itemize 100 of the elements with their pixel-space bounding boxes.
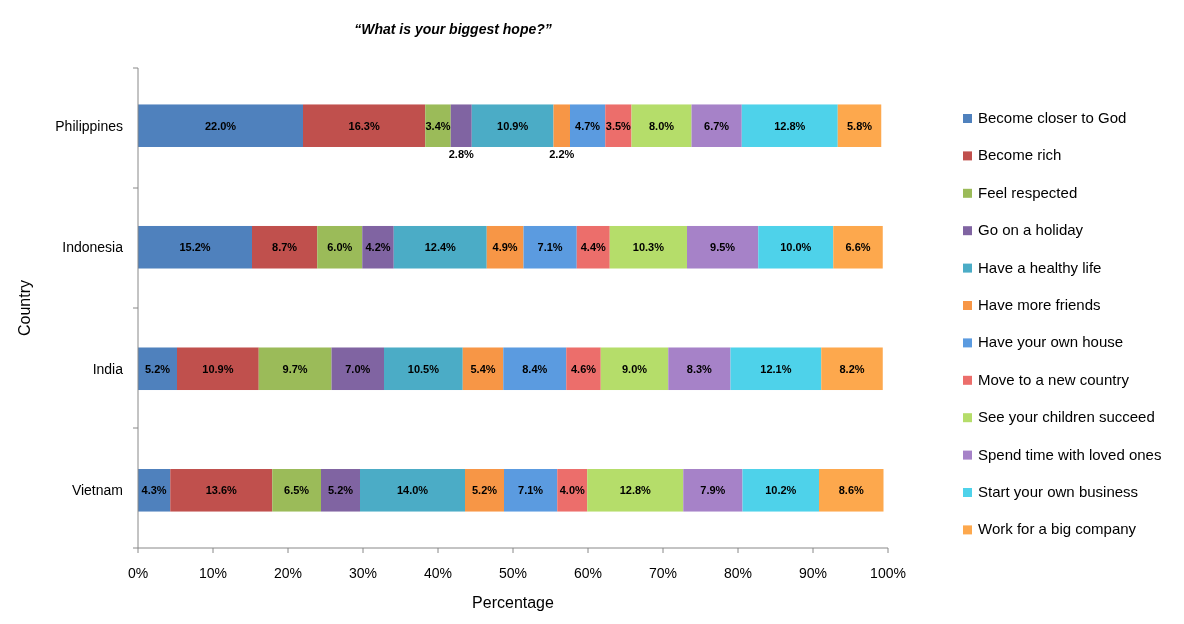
y-axis-title: Country — [16, 279, 33, 337]
x-axis-title: Percentage — [472, 594, 555, 611]
x-tick-label: 90% — [798, 565, 828, 581]
data-label: 10.9% — [497, 119, 529, 132]
data-label: 12.8% — [619, 484, 652, 497]
bar — [523, 225, 577, 269]
bar — [683, 469, 743, 512]
x-tick-label: 0% — [127, 565, 149, 581]
data-label: 7.1% — [537, 241, 563, 254]
data-label: 2.2% — [549, 147, 575, 160]
y-tick-label: Vietnam — [71, 482, 123, 499]
bar — [450, 104, 472, 147]
bar — [557, 469, 588, 512]
data-label: 12.8% — [774, 119, 806, 132]
data-label: 7.9% — [700, 484, 726, 497]
data-label: 8.4% — [522, 362, 548, 375]
data-label: 22.0% — [204, 119, 237, 132]
legend-label: See your children succeed — [978, 408, 1155, 426]
data-label: 6.0% — [327, 241, 353, 254]
bar — [331, 347, 384, 391]
bar — [138, 347, 177, 391]
bar — [503, 347, 567, 391]
data-label: 8.6% — [838, 484, 864, 497]
data-label: 4.4% — [580, 241, 606, 254]
x-tick-label: 50% — [498, 565, 528, 581]
data-label: 9.0% — [621, 362, 648, 375]
data-label: 6.6% — [845, 241, 871, 254]
bar — [465, 469, 504, 512]
x-tick-label: 60% — [573, 565, 603, 581]
bar — [252, 225, 318, 269]
y-tick-label: Philippines — [55, 117, 123, 134]
legend-label: Work for a big company — [978, 520, 1137, 538]
legend-label: Go on a holiday — [978, 221, 1084, 239]
data-label: 10.5% — [407, 362, 440, 375]
data-label: 10.0% — [780, 241, 812, 254]
data-label: 12.4% — [424, 241, 457, 254]
bar — [631, 104, 692, 147]
bar — [303, 104, 426, 147]
data-label: 9.5% — [710, 241, 736, 254]
bar — [553, 104, 570, 147]
data-label: 4.6% — [570, 362, 597, 375]
data-label: 4.9% — [492, 241, 518, 254]
data-label: 4.2% — [365, 241, 391, 254]
bar — [393, 225, 487, 269]
chart-title: “What is your biggest hope?” — [354, 21, 552, 37]
y-tick-label: Indonesia — [62, 239, 124, 256]
bar — [609, 225, 687, 269]
bar — [170, 469, 273, 512]
data-label: 7.1% — [518, 484, 544, 497]
data-label: 8.0% — [648, 119, 675, 132]
bar — [138, 104, 303, 147]
data-label: 5.4% — [470, 362, 496, 375]
data-label: 14.0% — [396, 484, 429, 497]
bar — [819, 469, 884, 512]
legend-label: Have a healthy life — [978, 258, 1102, 276]
data-label: 4.7% — [575, 119, 601, 132]
data-label: 6.5% — [284, 484, 310, 497]
bar — [833, 225, 883, 269]
bar — [138, 225, 252, 269]
x-tick-label: 30% — [348, 565, 378, 581]
x-tick-label: 100% — [870, 565, 906, 581]
legend-label: Feel respected — [978, 183, 1078, 201]
data-label: 10.3% — [632, 241, 665, 254]
data-label: 8.2% — [839, 362, 865, 375]
bar — [317, 225, 363, 269]
x-tick-label: 10% — [198, 565, 228, 581]
bar — [384, 347, 463, 391]
data-label: 8.7% — [272, 241, 298, 254]
data-label: 4.3% — [141, 484, 167, 497]
data-label: 15.2% — [179, 241, 211, 254]
x-tick-label: 40% — [423, 565, 453, 581]
bar — [272, 469, 321, 512]
data-label: 6.7% — [704, 119, 730, 132]
data-label: 12.1% — [760, 362, 792, 375]
legend-label: Start your own business — [978, 483, 1139, 500]
data-label: 10.2% — [765, 484, 797, 497]
data-label: 2.8% — [448, 147, 474, 160]
bar — [566, 347, 601, 391]
bar — [605, 104, 632, 147]
data-label: 10.9% — [202, 362, 234, 375]
data-label: 3.5% — [605, 119, 632, 132]
bar — [837, 104, 882, 147]
bar — [504, 469, 558, 512]
bar — [742, 469, 819, 512]
x-tick-label: 80% — [723, 565, 753, 581]
bar — [471, 104, 554, 147]
data-label: 7.0% — [345, 362, 371, 375]
bar — [360, 469, 465, 512]
bar — [462, 347, 504, 391]
legend-label: Spend time with loved ones — [978, 445, 1162, 463]
bar — [177, 347, 259, 391]
bar — [821, 347, 883, 391]
data-label: 4.0% — [559, 484, 585, 497]
x-tick-label: 20% — [273, 565, 303, 581]
legend-label: Move to a new country — [978, 370, 1130, 388]
bar — [570, 104, 606, 147]
x-tick-label: 70% — [648, 565, 678, 581]
bar — [321, 469, 360, 512]
data-label: 5.8% — [846, 119, 873, 132]
legend-label: Have more friends — [978, 296, 1101, 313]
